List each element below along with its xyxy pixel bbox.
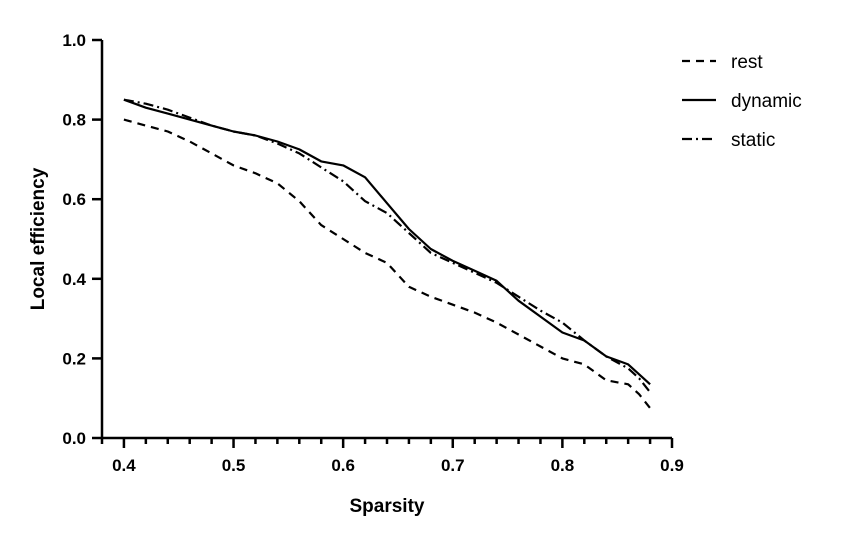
- y-tick-label: 1.0: [62, 31, 86, 50]
- x-tick-label: 0.9: [660, 456, 684, 475]
- legend: rest dynamic static: [682, 52, 802, 151]
- y-tick-label: 0.6: [62, 190, 86, 209]
- x-tick-label: 0.8: [551, 456, 575, 475]
- y-tick-label: 0.8: [62, 111, 86, 130]
- x-tick-label: 0.4: [112, 456, 136, 475]
- y-tick-label: 0.2: [62, 349, 86, 368]
- y-tick-label: 0.4: [62, 270, 86, 289]
- axes: [100, 40, 672, 440]
- series-line-rest: [123, 118, 651, 409]
- series-layer: [123, 98, 651, 409]
- y-axis-title: Local efficiency: [28, 167, 49, 310]
- y-tick-label: 0.0: [62, 429, 86, 448]
- y-axis-ticks: 0.0 0.2 0.4 0.6 0.8 1.0: [62, 31, 102, 448]
- x-tick-label: 0.7: [441, 456, 465, 475]
- legend-label-rest: rest: [731, 52, 763, 73]
- series-line-static: [123, 98, 651, 393]
- x-axis-ticks: 0.4 0.5 0.6 0.7 0.8 0.9: [100, 438, 684, 475]
- x-axis-title: Sparsity: [350, 496, 425, 517]
- x-tick-label: 0.6: [331, 456, 355, 475]
- series-line-dynamic: [123, 98, 651, 386]
- legend-label-static: static: [731, 130, 775, 151]
- x-tick-label: 0.5: [222, 456, 246, 475]
- legend-label-dynamic: dynamic: [731, 91, 802, 112]
